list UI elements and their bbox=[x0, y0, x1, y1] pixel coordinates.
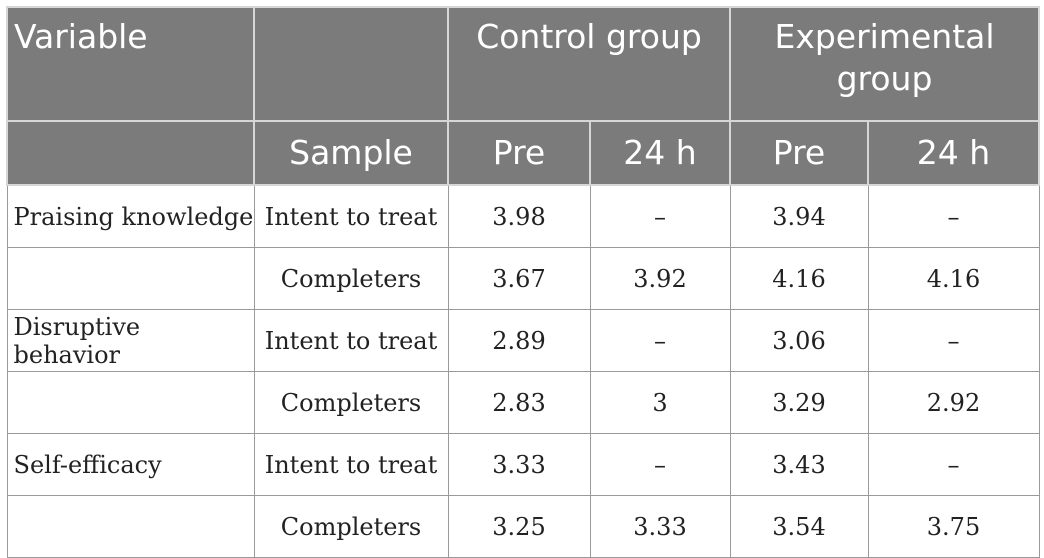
table-row: Praising knowledge Intent to treat 3.98 … bbox=[6, 184, 1040, 248]
header-variable: Variable bbox=[6, 6, 255, 122]
cell-experimental-24h: 4.16 bbox=[867, 247, 1040, 310]
cell-experimental-pre: 3.54 bbox=[729, 495, 869, 558]
cell-variable: Praising knowledge bbox=[6, 184, 255, 248]
cell-control-pre: 3.25 bbox=[447, 495, 591, 558]
cell-control-pre: 2.83 bbox=[447, 371, 591, 434]
cell-variable: Disruptive behavior bbox=[6, 309, 255, 372]
table-row: Completers 3.67 3.92 4.16 4.16 bbox=[6, 247, 1040, 310]
cell-experimental-24h: – bbox=[867, 184, 1040, 248]
header-empty-2 bbox=[6, 120, 255, 186]
results-table: Variable Control group Experimental grou… bbox=[6, 6, 1041, 558]
cell-control-24h: 3.92 bbox=[589, 247, 731, 310]
cell-sample: Completers bbox=[253, 371, 449, 434]
header-row-timepoints: Sample Pre 24 h Pre 24 h bbox=[6, 120, 1041, 186]
cell-control-pre: 3.67 bbox=[447, 247, 591, 310]
cell-experimental-24h: 2.92 bbox=[867, 371, 1040, 434]
cell-control-24h: – bbox=[589, 309, 731, 372]
cell-experimental-24h: – bbox=[867, 433, 1040, 496]
table-row: Completers 3.25 3.33 3.54 3.75 bbox=[6, 495, 1040, 558]
cell-experimental-24h: 3.75 bbox=[867, 495, 1040, 558]
table-header: Variable Control group Experimental grou… bbox=[6, 6, 1041, 186]
cell-experimental-24h: – bbox=[867, 309, 1040, 372]
cell-sample: Intent to treat bbox=[253, 184, 449, 248]
cell-experimental-pre: 3.94 bbox=[729, 184, 869, 248]
table-row: Completers 2.83 3 3.29 2.92 bbox=[6, 371, 1040, 434]
header-experimental-pre: Pre bbox=[729, 120, 869, 186]
cell-control-pre: 2.89 bbox=[447, 309, 591, 372]
cell-variable bbox=[6, 371, 255, 434]
cell-sample: Intent to treat bbox=[253, 309, 449, 372]
cell-variable bbox=[6, 495, 255, 558]
cell-control-pre: 3.33 bbox=[447, 433, 591, 496]
cell-variable: Self-efficacy bbox=[6, 433, 255, 496]
cell-control-pre: 3.98 bbox=[447, 184, 591, 248]
header-sample: Sample bbox=[253, 120, 449, 186]
table-body: Praising knowledge Intent to treat 3.98 … bbox=[6, 184, 1040, 558]
header-empty bbox=[253, 6, 449, 122]
header-control-pre: Pre bbox=[447, 120, 591, 186]
cell-experimental-pre: 3.43 bbox=[729, 433, 869, 496]
header-experimental-group: Experimental group bbox=[728, 6, 1041, 122]
header-control-24h: 24 h bbox=[589, 120, 731, 186]
cell-experimental-pre: 4.16 bbox=[729, 247, 869, 310]
cell-variable bbox=[6, 247, 255, 310]
cell-sample: Completers bbox=[253, 495, 449, 558]
table-row: Self-efficacy Intent to treat 3.33 – 3.4… bbox=[6, 433, 1040, 496]
table-row: Disruptive behavior Intent to treat 2.89… bbox=[6, 309, 1040, 372]
cell-sample: Completers bbox=[253, 247, 449, 310]
cell-control-24h: 3 bbox=[589, 371, 731, 434]
cell-control-24h: 3.33 bbox=[589, 495, 731, 558]
cell-experimental-pre: 3.29 bbox=[729, 371, 869, 434]
header-control-group: Control group bbox=[447, 6, 731, 122]
cell-control-24h: – bbox=[589, 433, 731, 496]
header-experimental-24h: 24 h bbox=[866, 120, 1041, 186]
cell-experimental-pre: 3.06 bbox=[729, 309, 869, 372]
cell-control-24h: – bbox=[589, 184, 731, 248]
header-row-groups: Variable Control group Experimental grou… bbox=[6, 6, 1041, 122]
cell-sample: Intent to treat bbox=[253, 433, 449, 496]
